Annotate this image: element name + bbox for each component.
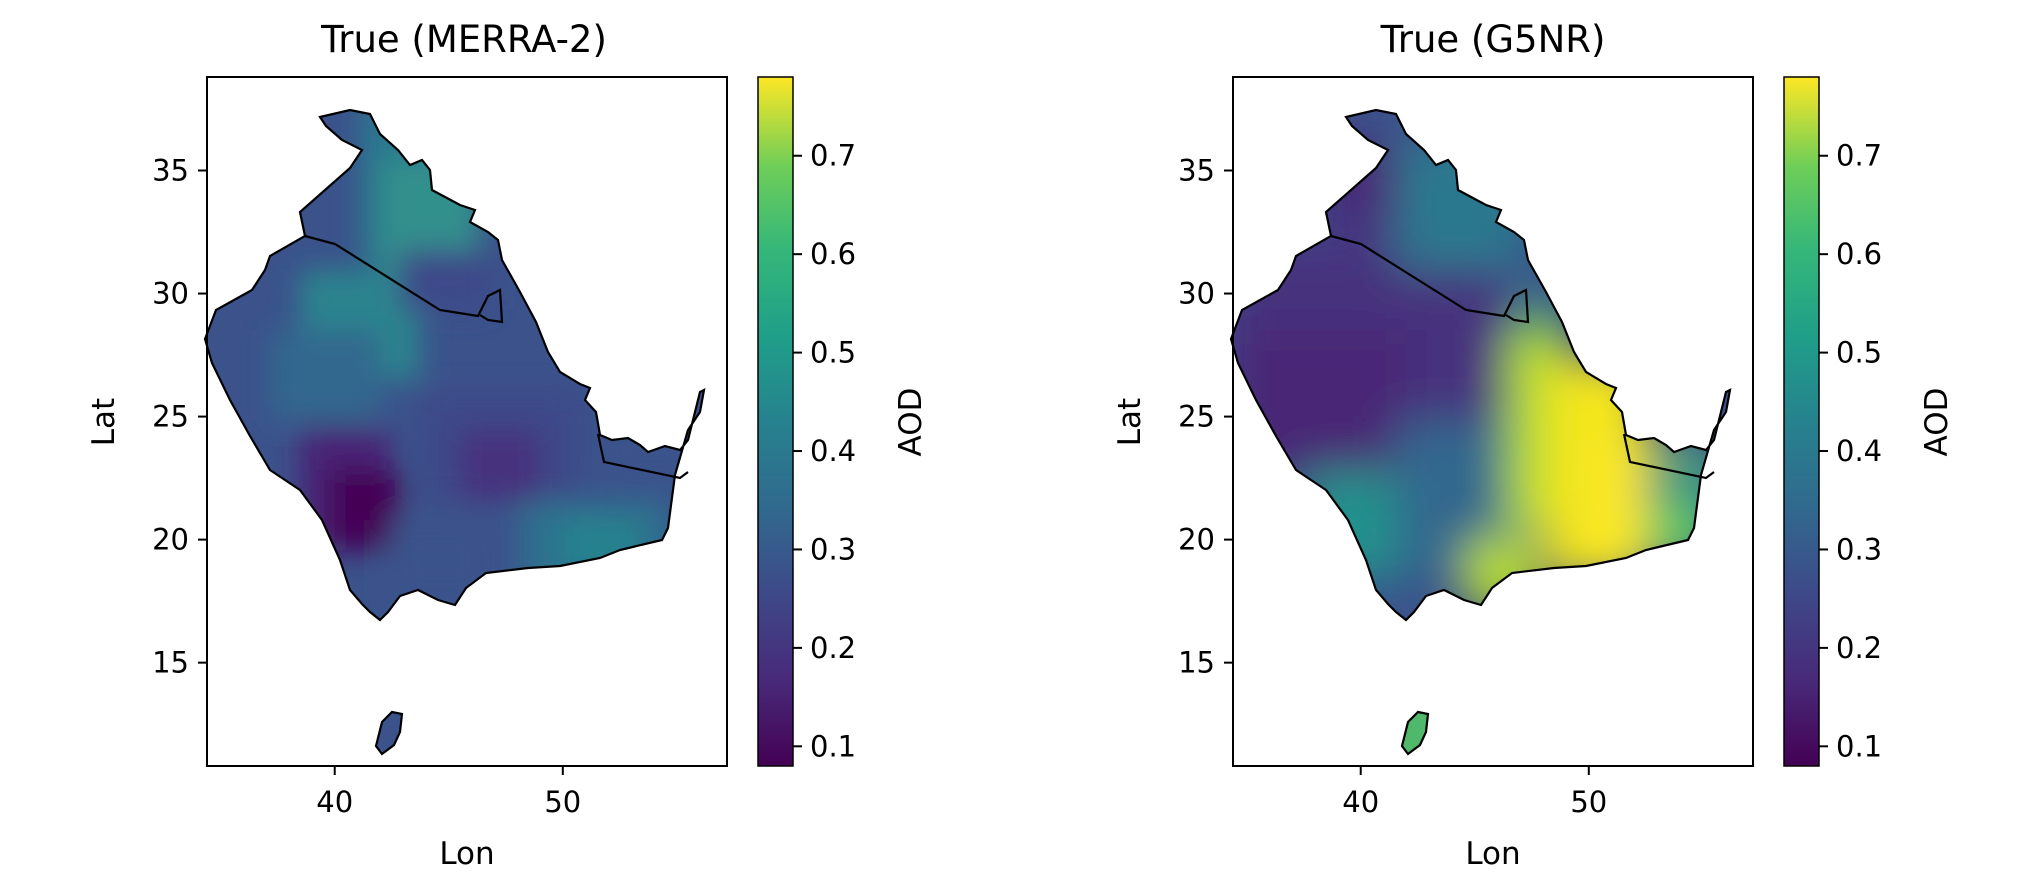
x-tick-label: 50	[544, 785, 581, 819]
panel-title: True (MERRA-2)	[320, 18, 607, 61]
colorbar-tick-label: 0.1	[810, 729, 856, 763]
x-axis-label: Lon	[1465, 836, 1520, 872]
axis-ticks: 40 50 15 20 25 30 35	[152, 154, 581, 819]
panel-title: True (G5NR)	[1380, 18, 1606, 61]
y-tick-label: 30	[1178, 277, 1215, 311]
y-tick-label: 25	[1178, 400, 1215, 434]
y-tick-label: 35	[152, 154, 189, 188]
colorbar-tick-label: 0.4	[810, 434, 856, 468]
y-tick-label: 15	[1178, 646, 1215, 680]
x-tick-label: 50	[1570, 785, 1607, 819]
y-axis-label: Lat	[86, 398, 122, 446]
colorbar-ticks: 0.1 0.2 0.3 0.4 0.5 0.6 0.7	[1819, 139, 1882, 763]
colorbar-tick-label: 0.4	[1836, 434, 1882, 468]
colorbar-tick-label: 0.3	[810, 532, 856, 566]
y-tick-label: 20	[152, 523, 189, 557]
colorbar-tick-label: 0.7	[1836, 139, 1882, 173]
x-tick-label: 40	[1342, 785, 1379, 819]
colorbar-tick-label: 0.7	[810, 139, 856, 173]
axes-frame	[1232, 76, 1754, 767]
aod-field	[1231, 110, 1730, 754]
colorbar-tick-label: 0.2	[810, 631, 856, 665]
axes-frame	[206, 76, 728, 767]
colorbar-tick-label: 0.6	[810, 237, 856, 271]
colorbar-tick-label: 0.3	[1836, 532, 1882, 566]
colorbar	[757, 76, 794, 767]
country-borders	[1229, 108, 1732, 756]
y-tick-label: 15	[152, 646, 189, 680]
colorbar-tick-label: 0.2	[1836, 631, 1882, 665]
panel-g5nr: True (G5NR)	[1112, 18, 1955, 872]
colorbar-tick-label: 0.5	[1836, 336, 1882, 370]
y-tick-label: 30	[152, 277, 189, 311]
aod-field	[205, 110, 704, 754]
colorbar	[1783, 76, 1820, 767]
x-axis-label: Lon	[439, 836, 494, 872]
colorbar-label: AOD	[1919, 388, 1955, 457]
x-tick-label: 40	[316, 785, 353, 819]
y-tick-label: 20	[1178, 523, 1215, 557]
axis-ticks: 40 50 15 20 25 30 35	[1178, 154, 1607, 819]
colorbar-label: AOD	[893, 388, 929, 457]
colorbar-tick-label: 0.6	[1836, 237, 1882, 271]
y-tick-label: 25	[152, 400, 189, 434]
colorbar-tick-label: 0.1	[1836, 729, 1882, 763]
y-tick-label: 35	[1178, 154, 1215, 188]
y-axis-label: Lat	[1112, 398, 1148, 446]
colorbar-ticks: 0.1 0.2 0.3 0.4 0.5 0.6 0.7	[793, 139, 856, 763]
colorbar-tick-label: 0.5	[810, 336, 856, 370]
country-borders	[203, 108, 706, 756]
panel-merra2: True (MERRA-2)	[86, 18, 929, 872]
